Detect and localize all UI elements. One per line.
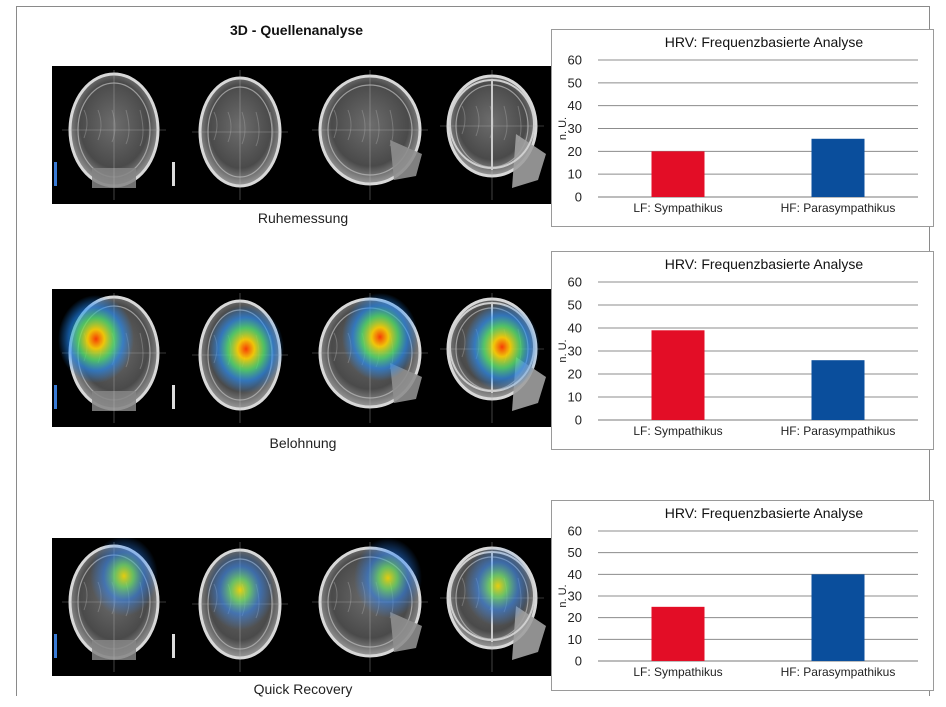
bar-lf (652, 330, 705, 420)
activation-blob (464, 303, 540, 391)
bar-chart-svg: HRV: Frequenzbasierte Analyse 0 10 20 30 40 50… (552, 501, 933, 690)
row-caption: Belohnung (52, 435, 554, 451)
activation-blob (58, 295, 134, 383)
y-tick-label: 0 (575, 654, 582, 669)
y-tick-label: 50 (568, 545, 582, 560)
bar-hf (812, 139, 865, 197)
coronal-view (62, 538, 166, 672)
sagittal-view (312, 538, 428, 672)
activation-blob (208, 305, 284, 393)
y-tick-label: 60 (568, 524, 582, 539)
activation-blob (90, 538, 158, 616)
y-tick-label: 0 (575, 190, 582, 205)
brain-image-strip (52, 289, 554, 427)
y-tick-label: 40 (568, 321, 582, 336)
axial-view (192, 542, 288, 672)
y-axis-label: n. U. (557, 339, 569, 362)
bar-chart-svg: HRV: Frequenzbasierte Analyse 0 10 20 30 40 50… (552, 252, 933, 449)
y-tick-label: 10 (568, 632, 582, 647)
activation-blob (206, 550, 274, 630)
hrv-chart: HRV: Frequenzbasierte Analyse 0 10 20 30 40 50… (551, 500, 934, 691)
sagittal-view (312, 70, 428, 200)
chart-title: HRV: Frequenzbasierte Analyse (665, 505, 864, 521)
activation-blob (342, 293, 418, 381)
frame-top-border (16, 6, 930, 7)
x-category-label: HF: Parasympathikus (781, 665, 896, 679)
axial-view (192, 70, 288, 200)
activation-blob (354, 538, 422, 618)
hrv-chart: HRV: Frequenzbasierte Analyse 0 10 20 30 40 50… (551, 29, 934, 227)
mri-views-svg (52, 289, 554, 427)
coronal-view (58, 293, 166, 423)
sagittal-view (312, 293, 428, 423)
y-tick-label: 10 (568, 390, 582, 405)
y-tick-label: 60 (568, 53, 582, 68)
y-axis-label: n. U. (557, 117, 569, 140)
main-title: 3D - Quellenanalyse (230, 22, 430, 38)
y-tick-label: 20 (568, 367, 582, 382)
y-tick-label: 40 (568, 98, 582, 113)
y-tick-label: 0 (575, 413, 582, 428)
bar-lf (652, 151, 705, 197)
row-caption: Quick Recovery (52, 681, 554, 697)
3d-head-view (440, 542, 546, 672)
y-tick-label: 30 (568, 121, 582, 136)
chart-title: HRV: Frequenzbasierte Analyse (665, 256, 864, 272)
frame-left-border (16, 6, 17, 696)
bar-lf (652, 607, 705, 661)
y-tick-label: 60 (568, 275, 582, 290)
axial-view (192, 293, 288, 423)
bar-chart-svg: HRV: Frequenzbasierte Analyse 0 10 20 30 40 50… (552, 30, 933, 226)
chart-title: HRV: Frequenzbasierte Analyse (665, 34, 864, 50)
y-tick-label: 20 (568, 144, 582, 159)
y-axis-label: n. U. (557, 584, 569, 607)
coronal-view (62, 70, 166, 200)
activation-blob (464, 546, 532, 626)
3d-head-view (440, 70, 546, 200)
x-category-label: HF: Parasympathikus (781, 424, 896, 438)
bar-hf (812, 360, 865, 420)
brain-image-strip (52, 66, 554, 204)
y-tick-label: 50 (568, 298, 582, 313)
bar-hf (812, 574, 865, 661)
y-tick-label: 30 (568, 589, 582, 604)
y-tick-label: 30 (568, 344, 582, 359)
row-caption: Ruhemessung (52, 210, 554, 226)
y-tick-label: 40 (568, 567, 582, 582)
x-category-label: HF: Parasympathikus (781, 201, 896, 215)
x-category-label: LF: Sympathikus (633, 201, 722, 215)
x-category-label: LF: Sympathikus (633, 665, 722, 679)
y-tick-label: 10 (568, 167, 582, 182)
y-tick-label: 20 (568, 610, 582, 625)
mri-views-svg (52, 538, 554, 676)
x-category-label: LF: Sympathikus (633, 424, 722, 438)
y-tick-label: 50 (568, 75, 582, 90)
3d-head-view (440, 293, 546, 423)
hrv-chart: HRV: Frequenzbasierte Analyse 0 10 20 30 40 50… (551, 251, 934, 450)
brain-image-strip (52, 538, 554, 676)
mri-views-svg (52, 66, 554, 204)
